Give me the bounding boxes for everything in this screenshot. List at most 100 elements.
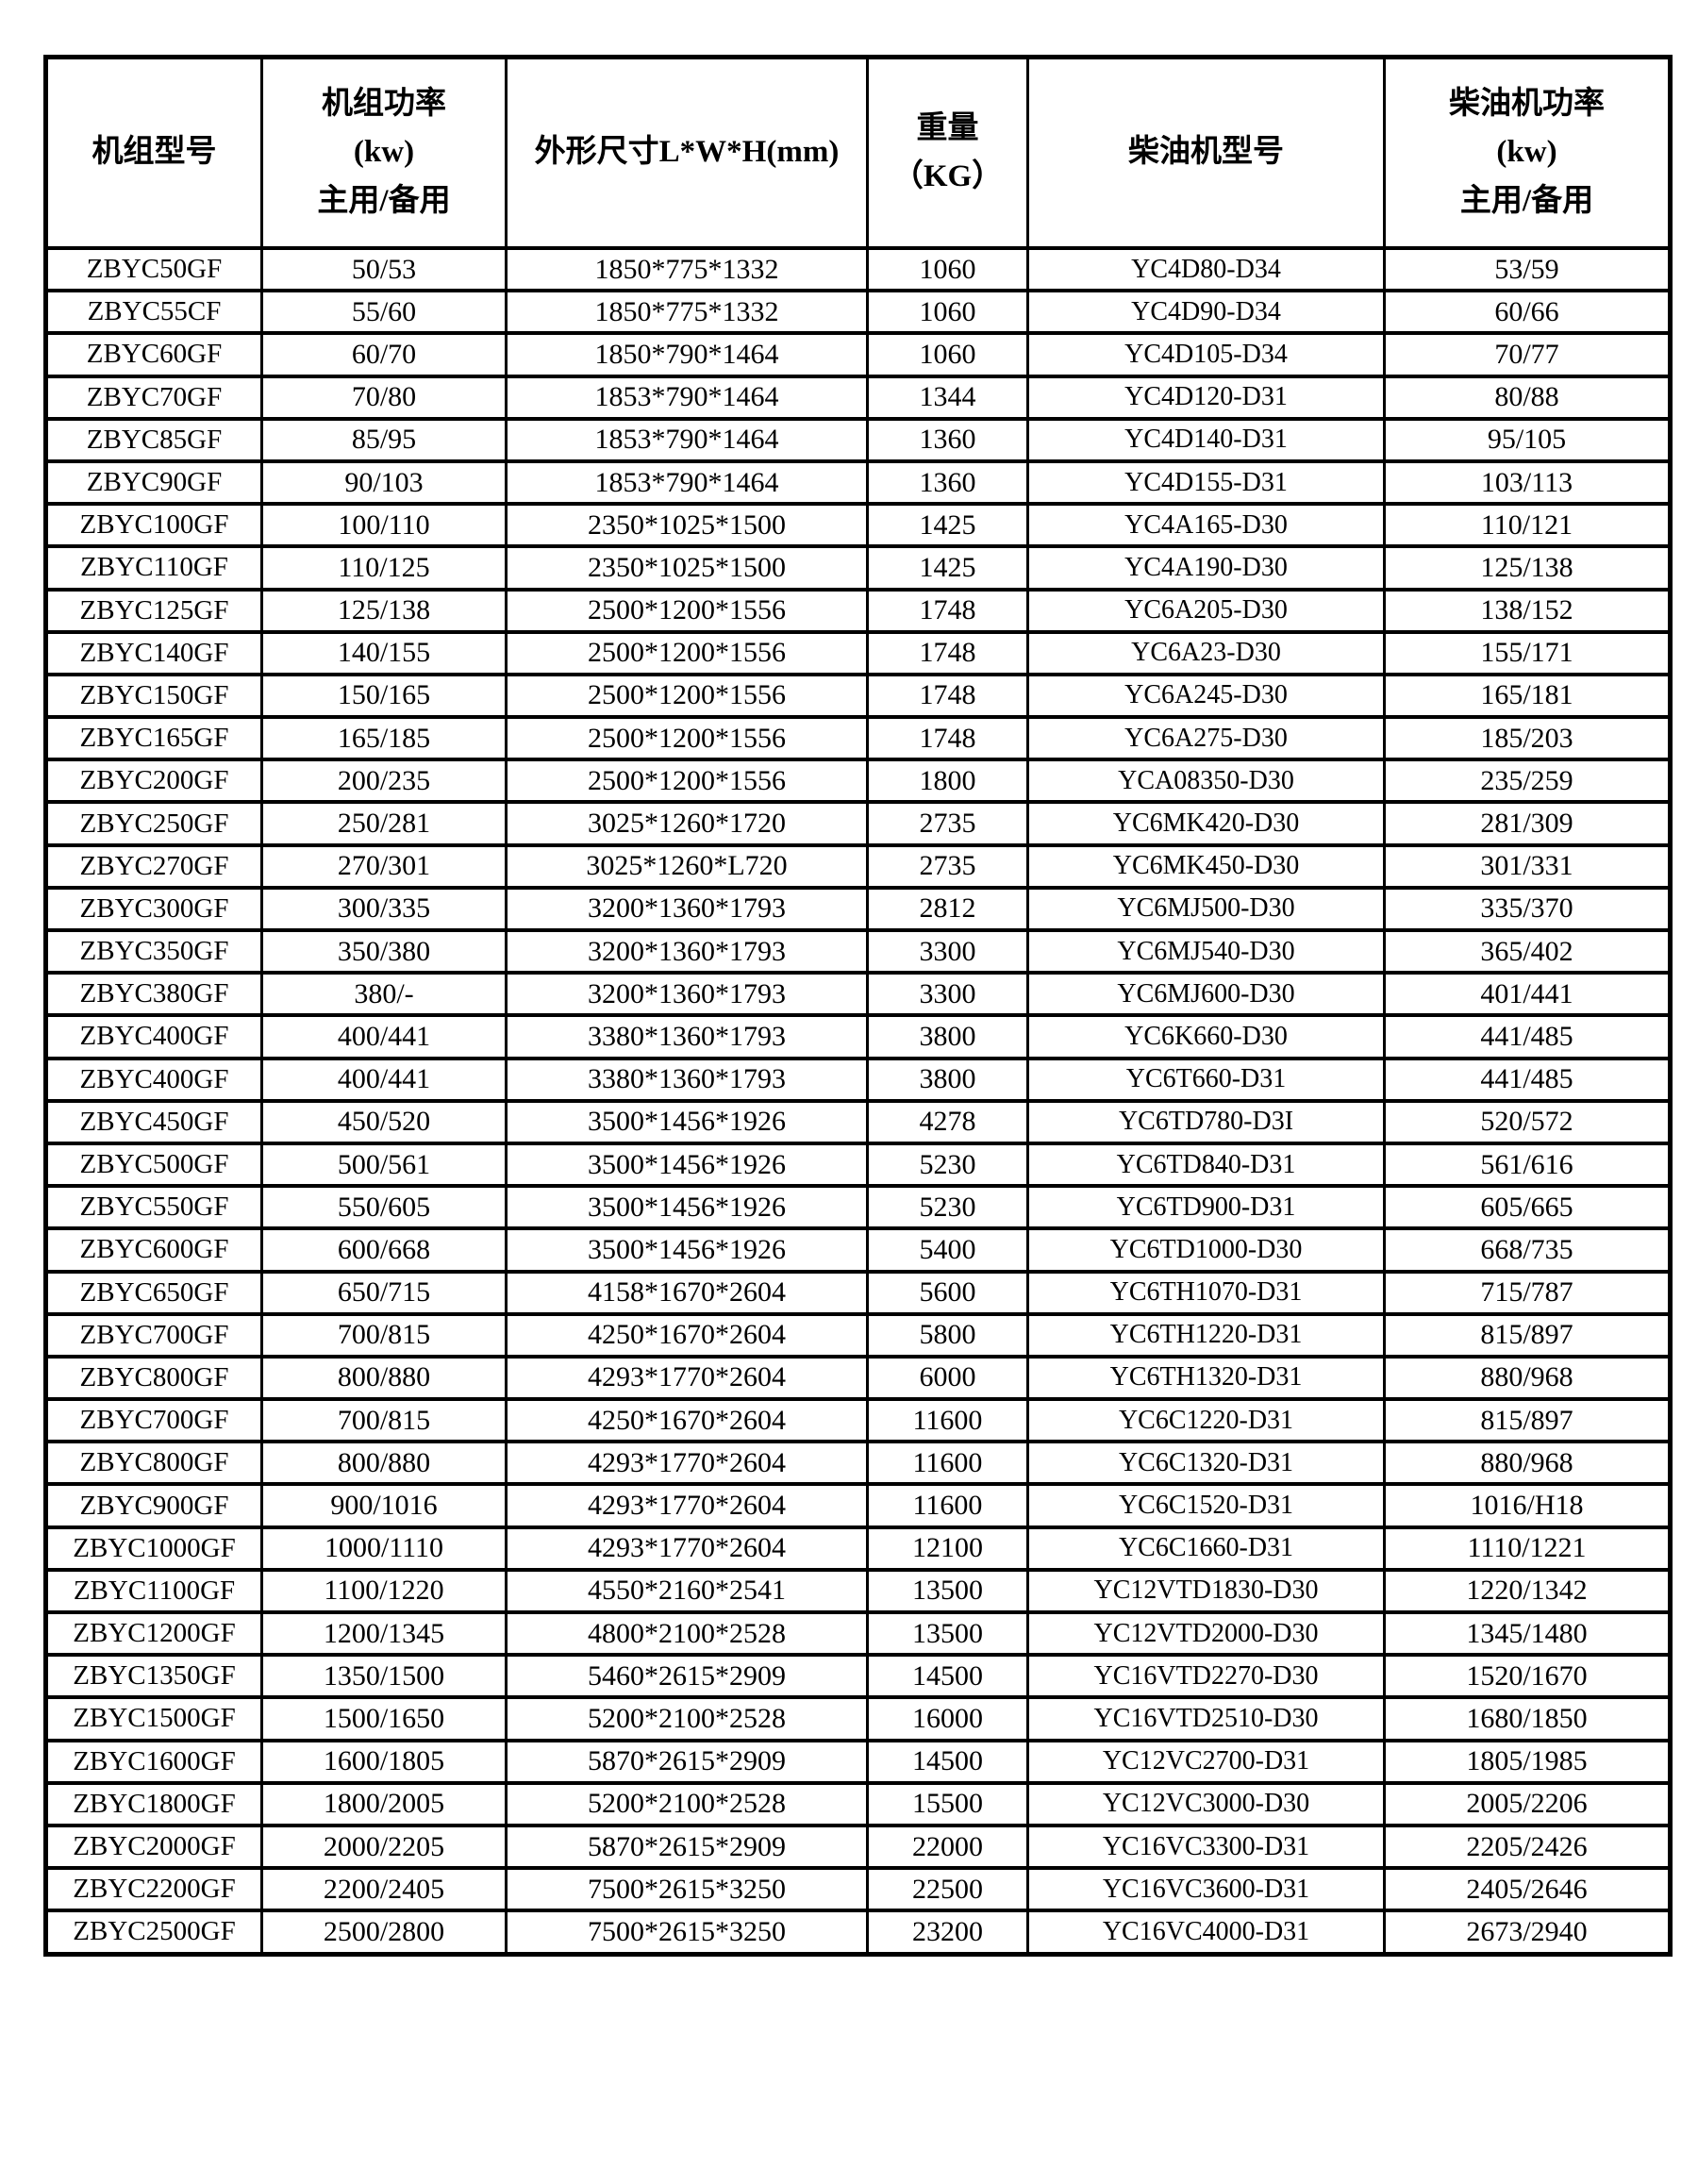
table-row: ZBYC800GF 800/880 4293*1770*2604 6000 YC… (44, 1354, 1672, 1402)
cell-engine-power: 235/259 (1383, 758, 1672, 805)
cell-dimensions: 3500*1456*1926 (505, 1184, 869, 1231)
cell-engine-power: 561/616 (1383, 1141, 1672, 1189)
header-unit-power: 机组功率 (kw) 主用/备用 (260, 55, 508, 250)
cell-weight: 13500 (866, 1609, 1029, 1658)
cell-weight: 16000 (866, 1695, 1029, 1742)
cell-weight: 3300 (866, 927, 1029, 975)
cell-weight: 1748 (866, 715, 1029, 762)
cell-dimensions: 5870*2615*2909 (505, 1823, 869, 1871)
cell-unit-model: ZBYC125GF (44, 587, 263, 634)
cell-unit-model: ZBYC2200GF (44, 1866, 263, 1913)
cell-unit-model: ZBYC900GF (44, 1482, 263, 1529)
table-row: ZBYC700GF 700/815 4250*1670*2604 11600 Y… (44, 1397, 1672, 1444)
cell-unit-model: ZBYC270GF (44, 842, 263, 890)
table-row: ZBYC2000GF 2000/2205 5870*2615*2909 2200… (44, 1823, 1672, 1871)
cell-engine-model: YC12VC3000-D30 (1026, 1780, 1386, 1827)
cell-engine-power: 1680/1850 (1383, 1695, 1672, 1742)
table-row: ZBYC1000GF 1000/1110 4293*1770*2604 1210… (44, 1525, 1672, 1572)
cell-dimensions: 1853*790*1464 (505, 374, 869, 421)
cell-weight: 3800 (866, 1056, 1029, 1103)
cell-weight: 5400 (866, 1226, 1029, 1274)
cell-engine-power: 668/735 (1383, 1226, 1672, 1274)
table-row: ZBYC380GF 380/- 3200*1360*1793 3300 YC6M… (44, 971, 1672, 1018)
table-row: ZBYC270GF 270/301 3025*1260*L720 2735 YC… (44, 842, 1672, 890)
table-row: ZBYC70GF 70/80 1853*790*1464 1344 YC4D12… (44, 374, 1672, 421)
cell-weight: 5600 (866, 1269, 1029, 1316)
cell-dimensions: 4800*2100*2528 (505, 1609, 869, 1658)
cell-unit-power: 150/165 (260, 672, 508, 720)
cell-unit-power: 400/441 (260, 1013, 508, 1060)
cell-weight: 22000 (866, 1823, 1029, 1871)
cell-dimensions: 4158*1670*2604 (505, 1269, 869, 1316)
cell-unit-power: 165/185 (260, 715, 508, 762)
cell-engine-power: 520/572 (1383, 1098, 1672, 1145)
cell-unit-model: ZBYC800GF (44, 1440, 263, 1487)
cell-engine-power: 880/968 (1383, 1354, 1672, 1402)
cell-engine-model: YC6MJ600-D30 (1026, 971, 1386, 1018)
cell-unit-power: 125/138 (260, 587, 508, 634)
table-row: ZBYC900GF 900/1016 4293*1770*2604 11600 … (44, 1482, 1672, 1529)
table-row: ZBYC1200GF 1200/1345 4800*2100*2528 1350… (44, 1609, 1672, 1658)
cell-unit-power: 2200/2405 (260, 1866, 508, 1913)
cell-unit-model: ZBYC500GF (44, 1141, 263, 1189)
cell-weight: 2735 (866, 800, 1029, 847)
table-row: ZBYC400GF 400/441 3380*1360*1793 3800 YC… (44, 1013, 1672, 1060)
cell-unit-model: ZBYC300GF (44, 885, 263, 933)
cell-unit-power: 800/880 (260, 1354, 508, 1402)
cell-engine-model: YC6TD1000-D30 (1026, 1226, 1386, 1274)
cell-unit-power: 200/235 (260, 758, 508, 805)
cell-engine-power: 815/897 (1383, 1311, 1672, 1359)
cell-unit-power: 100/110 (260, 502, 508, 549)
cell-unit-model: ZBYC90GF (44, 458, 263, 507)
cell-dimensions: 4550*2160*2541 (505, 1567, 869, 1615)
cell-weight: 1800 (866, 758, 1029, 805)
header-dimensions: 外形尺寸L*W*H(mm) (505, 55, 869, 250)
cell-weight: 5230 (866, 1141, 1029, 1189)
cell-unit-model: ZBYC400GF (44, 1013, 263, 1060)
cell-unit-model: ZBYC700GF (44, 1397, 263, 1444)
cell-engine-power: 335/370 (1383, 885, 1672, 933)
cell-engine-power: 138/152 (1383, 587, 1672, 634)
cell-unit-power: 800/880 (260, 1440, 508, 1487)
table-row: ZBYC1600GF 1600/1805 5870*2615*2909 1450… (44, 1738, 1672, 1785)
table-row: ZBYC450GF 450/520 3500*1456*1926 4278 YC… (44, 1098, 1672, 1145)
cell-dimensions: 1853*790*1464 (505, 416, 869, 463)
table-row: ZBYC140GF 140/155 2500*1200*1556 1748 YC… (44, 629, 1672, 676)
cell-engine-power: 715/787 (1383, 1269, 1672, 1316)
cell-dimensions: 3025*1260*1720 (505, 800, 869, 847)
cell-weight: 1425 (866, 544, 1029, 592)
cell-engine-power: 605/665 (1383, 1184, 1672, 1231)
cell-unit-model: ZBYC55CF (44, 289, 263, 336)
cell-unit-power: 900/1016 (260, 1482, 508, 1529)
cell-dimensions: 5200*2100*2528 (505, 1695, 869, 1742)
cell-dimensions: 7500*2615*3250 (505, 1909, 869, 1956)
cell-engine-power: 1520/1670 (1383, 1653, 1672, 1700)
cell-engine-power: 441/485 (1383, 1056, 1672, 1103)
cell-engine-model: YC4A165-D30 (1026, 502, 1386, 549)
cell-dimensions: 4293*1770*2604 (505, 1482, 869, 1529)
cell-weight: 13500 (866, 1567, 1029, 1615)
cell-unit-power: 1000/1110 (260, 1525, 508, 1572)
table-row: ZBYC50GF 50/53 1850*775*1332 1060 YC4D80… (44, 245, 1672, 293)
cell-unit-model: ZBYC450GF (44, 1098, 263, 1145)
cell-weight: 11600 (866, 1397, 1029, 1444)
cell-engine-power: 1345/1480 (1383, 1609, 1672, 1658)
table-row: ZBYC800GF 800/880 4293*1770*2604 11600 Y… (44, 1440, 1672, 1487)
cell-engine-power: 2673/2940 (1383, 1909, 1672, 1956)
cell-unit-model: ZBYC1800GF (44, 1780, 263, 1827)
cell-unit-power: 70/80 (260, 374, 508, 421)
cell-dimensions: 4250*1670*2604 (505, 1311, 869, 1359)
cell-weight: 1060 (866, 289, 1029, 336)
table-row: ZBYC110GF 110/125 2350*1025*1500 1425 YC… (44, 544, 1672, 592)
cell-engine-power: 110/121 (1383, 502, 1672, 549)
cell-unit-model: ZBYC1500GF (44, 1695, 263, 1742)
cell-engine-power: 1220/1342 (1383, 1567, 1672, 1615)
table-row: ZBYC1500GF 1500/1650 5200*2100*2528 1600… (44, 1695, 1672, 1742)
cell-engine-power: 70/77 (1383, 331, 1672, 378)
cell-unit-power: 500/561 (260, 1141, 508, 1189)
table-row: ZBYC125GF 125/138 2500*1200*1556 1748 YC… (44, 587, 1672, 634)
cell-engine-power: 80/88 (1383, 374, 1672, 421)
cell-engine-power: 401/441 (1383, 971, 1672, 1018)
cell-unit-power: 50/53 (260, 245, 508, 293)
